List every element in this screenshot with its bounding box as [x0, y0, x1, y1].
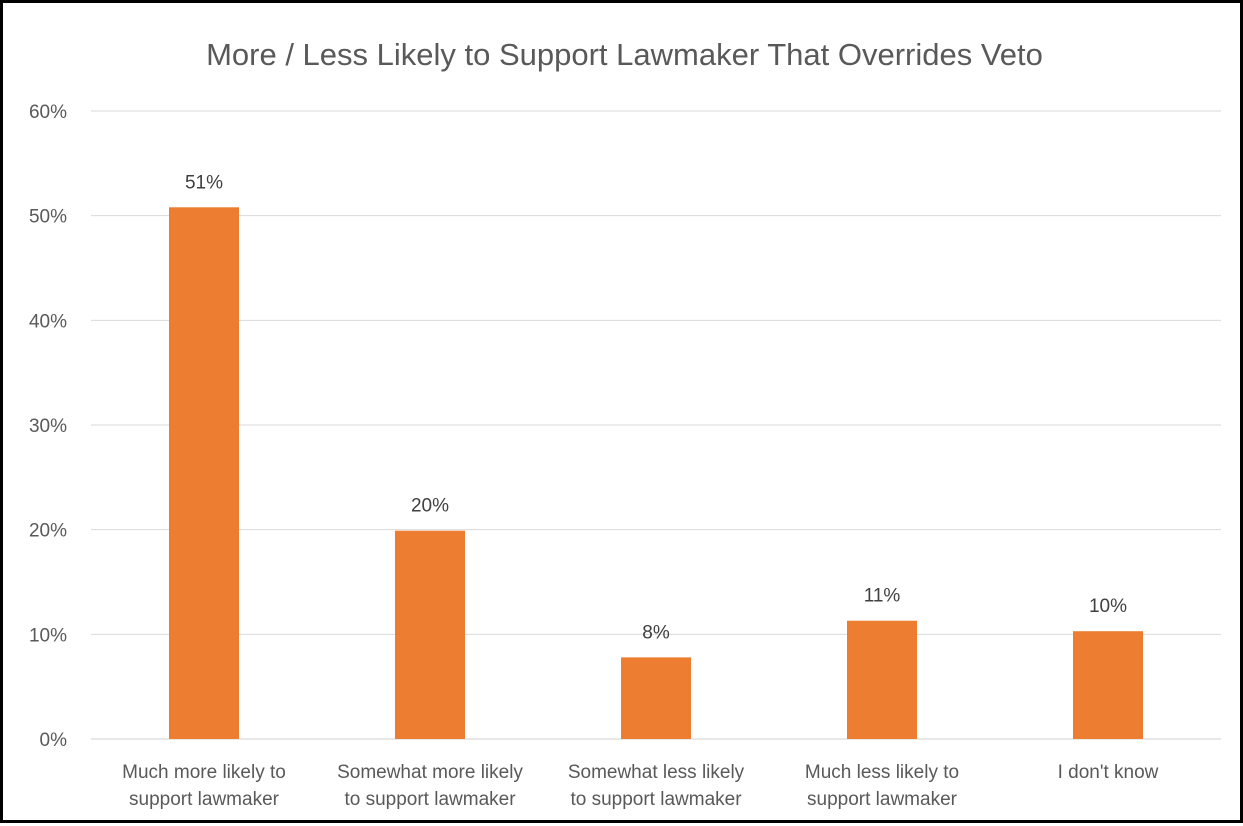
y-tick-label: 40% [29, 311, 67, 332]
bar [1073, 631, 1143, 739]
bar [621, 657, 691, 739]
y-tick-label: 10% [29, 625, 67, 646]
x-tick-label: support lawmaker [807, 789, 958, 810]
x-tick-label: Much more likely to [122, 762, 286, 783]
x-tick-label: Somewhat more likely [337, 762, 523, 783]
bar [847, 620, 917, 739]
data-label: 20% [411, 496, 449, 517]
x-tick-label: to support lawmaker [570, 789, 742, 810]
y-tick-label: 50% [29, 207, 67, 228]
data-label: 10% [1089, 596, 1127, 617]
y-tick-label: 0% [40, 730, 68, 751]
bar [169, 207, 239, 739]
x-tick-label: Much less likely to [805, 762, 959, 783]
y-tick-label: 60% [29, 102, 67, 123]
x-tick-label: to support lawmaker [344, 789, 516, 810]
y-tick-label: 30% [29, 416, 67, 437]
data-label: 51% [185, 172, 223, 193]
chart-title: More / Less Likely to Support Lawmaker T… [206, 37, 1043, 72]
data-label: 8% [642, 622, 670, 643]
x-tick-label: support lawmaker [129, 789, 280, 810]
data-label: 11% [864, 586, 901, 607]
y-tick-label: 20% [29, 521, 67, 542]
x-tick-label: Somewhat less likely [568, 762, 745, 783]
bar [395, 530, 465, 739]
bar-chart-plot: 0% 10% 20% 30% 40% 50% 60% 51% Much more likely … [29, 102, 1221, 810]
x-tick-label: I don't know [1058, 762, 1159, 783]
